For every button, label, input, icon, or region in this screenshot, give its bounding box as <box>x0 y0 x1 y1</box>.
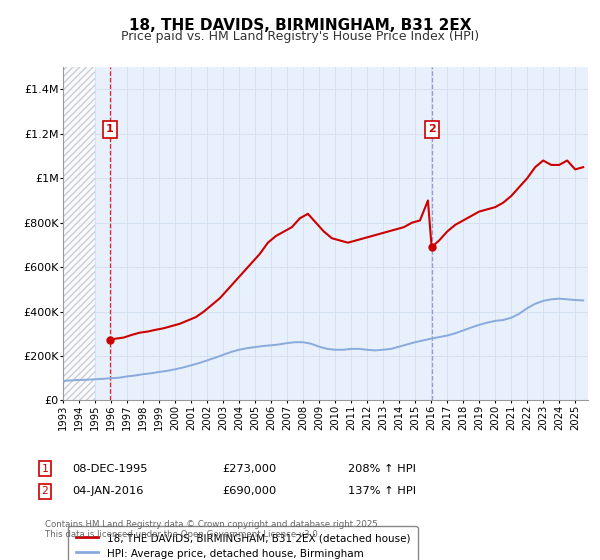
Text: 137% ↑ HPI: 137% ↑ HPI <box>348 486 416 496</box>
Bar <box>63 67 95 400</box>
Text: Price paid vs. HM Land Registry's House Price Index (HPI): Price paid vs. HM Land Registry's House … <box>121 30 479 43</box>
Legend: 18, THE DAVIDS, BIRMINGHAM, B31 2EX (detached house), HPI: Average price, detach: 18, THE DAVIDS, BIRMINGHAM, B31 2EX (det… <box>68 526 418 560</box>
Text: 08-DEC-1995: 08-DEC-1995 <box>72 464 148 474</box>
Text: 18, THE DAVIDS, BIRMINGHAM, B31 2EX: 18, THE DAVIDS, BIRMINGHAM, B31 2EX <box>129 18 471 33</box>
Text: £273,000: £273,000 <box>222 464 276 474</box>
Text: 2: 2 <box>41 486 49 496</box>
Text: £690,000: £690,000 <box>222 486 276 496</box>
Text: 04-JAN-2016: 04-JAN-2016 <box>72 486 143 496</box>
Text: 1: 1 <box>106 124 114 134</box>
Text: 1: 1 <box>41 464 49 474</box>
Text: Contains HM Land Registry data © Crown copyright and database right 2025.: Contains HM Land Registry data © Crown c… <box>45 520 380 529</box>
Text: 2: 2 <box>428 124 436 134</box>
Text: 208% ↑ HPI: 208% ↑ HPI <box>348 464 416 474</box>
Text: This data is licensed under the Open Government Licence v3.0.: This data is licensed under the Open Gov… <box>45 530 320 539</box>
